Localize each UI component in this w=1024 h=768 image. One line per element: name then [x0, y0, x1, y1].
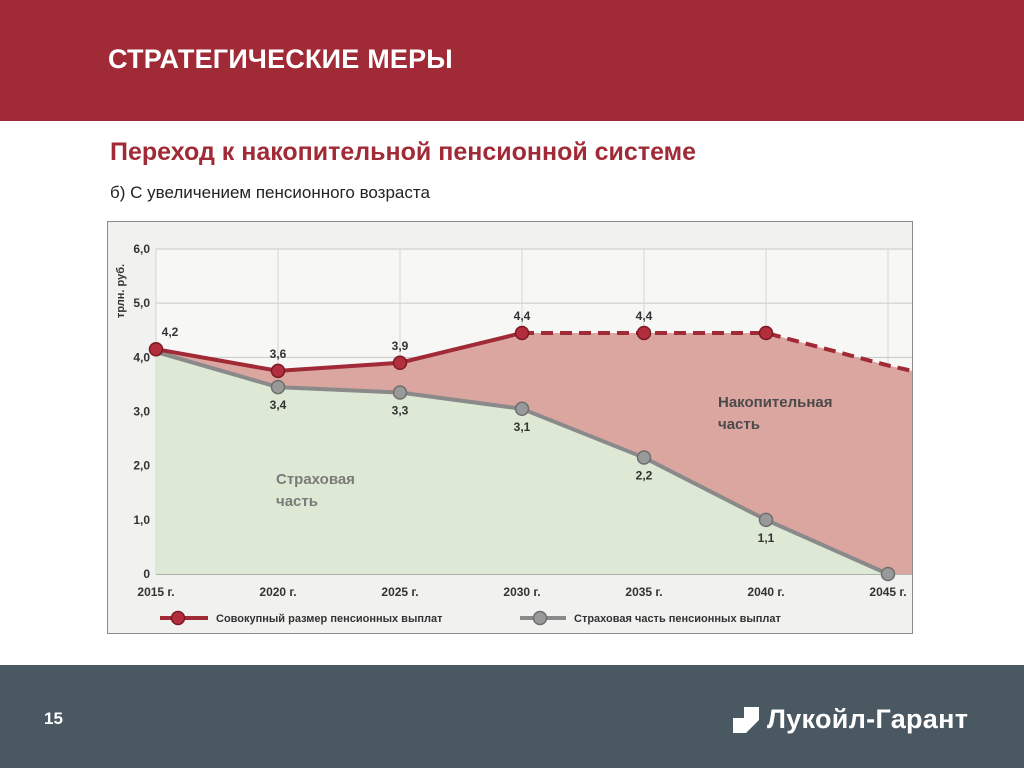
total-point [514, 325, 530, 341]
y-tick-label: 3,0 [133, 405, 150, 419]
insurance-value-label: 3,4 [270, 398, 287, 412]
chart-panel: 0 1,0 2,0 3,0 4,0 5,0 6,0 2015 г. 2020 г. 2025 г.… [107, 221, 913, 634]
total-point [270, 363, 286, 379]
legend-insurance-label: Страховая часть пенсионных выплат [574, 613, 782, 625]
header-bar: СТРАТЕГИЧЕСКИЕ МЕРЫ [0, 0, 1024, 121]
page-number: 15 [44, 709, 63, 728]
total-series-line-solid [155, 331, 523, 373]
y-tick-label: 1,0 [133, 513, 150, 527]
insurance-value-label: 3,1 [514, 420, 531, 434]
funded-part-label: часть [718, 416, 760, 433]
x-tick-label: 2040 г. [747, 585, 784, 599]
insurance-point [270, 379, 286, 395]
logo-text: Лукойл-Гарант [767, 704, 969, 734]
total-point [758, 325, 774, 341]
x-tick-label: 2015 г. [137, 585, 174, 599]
legend-insurance-marker [532, 610, 548, 626]
total-value-label: 4,2 [162, 325, 179, 339]
page-title: СТРАТЕГИЧЕСКИЕ МЕРЫ [108, 44, 453, 74]
total-value-label: 4,4 [514, 309, 531, 323]
total-point [148, 341, 164, 357]
footer-bar: 15 [0, 665, 1024, 768]
y-tick-label: 0 [143, 567, 150, 581]
total-value-label: 4,4 [636, 309, 653, 323]
insurance-value-label: 2,2 [636, 469, 653, 483]
insurance-part-label: Страховая [276, 471, 355, 488]
x-tick-label: 2025 г. [381, 585, 418, 599]
funded-part-area [156, 332, 912, 574]
insurance-value-label: 3,3 [392, 404, 409, 418]
legend-total-label: Совокупный размер пенсионных выплат [216, 613, 443, 625]
logo-mark-icon [733, 706, 759, 733]
section-subheading: б) С увеличением пенсионного возраста [110, 183, 430, 202]
y-axis-label: трлн. руб. [115, 264, 127, 318]
section-heading: Переход к накопительной пенсионной систе… [110, 138, 697, 166]
insurance-part-area [156, 351, 888, 574]
total-value-label: 3,6 [270, 347, 287, 361]
insurance-point [636, 450, 652, 465]
insurance-point [514, 401, 530, 417]
company-logo: Лукойл-Гарант [733, 704, 968, 735]
insurance-point [758, 512, 774, 528]
insurance-value-label: 1,1 [758, 531, 775, 545]
y-tick-label: 6,0 [133, 242, 150, 256]
legend-total-marker [170, 610, 186, 626]
x-tick-label: 2020 г. [259, 585, 296, 599]
y-tick-label: 4,0 [133, 350, 150, 364]
x-tick-label: 2030 г. [503, 585, 540, 599]
total-point [636, 325, 652, 341]
y-tick-label: 5,0 [133, 296, 150, 310]
funded-part-label: Накопительная [718, 394, 833, 411]
insurance-point [880, 566, 896, 582]
total-point [392, 355, 408, 370]
x-tick-label: 2045 г. [869, 585, 906, 599]
x-tick-label: 2035 г. [625, 585, 662, 599]
total-series-line-dashed [522, 330, 912, 373]
total-value-label: 3,9 [392, 339, 409, 353]
y-tick-label: 2,0 [133, 459, 150, 473]
pension-chart: 0 1,0 2,0 3,0 4,0 5,0 6,0 2015 г. 2020 г. 2025 г.… [115, 242, 912, 626]
insurance-part-label: часть [276, 493, 318, 510]
insurance-point [392, 385, 408, 400]
